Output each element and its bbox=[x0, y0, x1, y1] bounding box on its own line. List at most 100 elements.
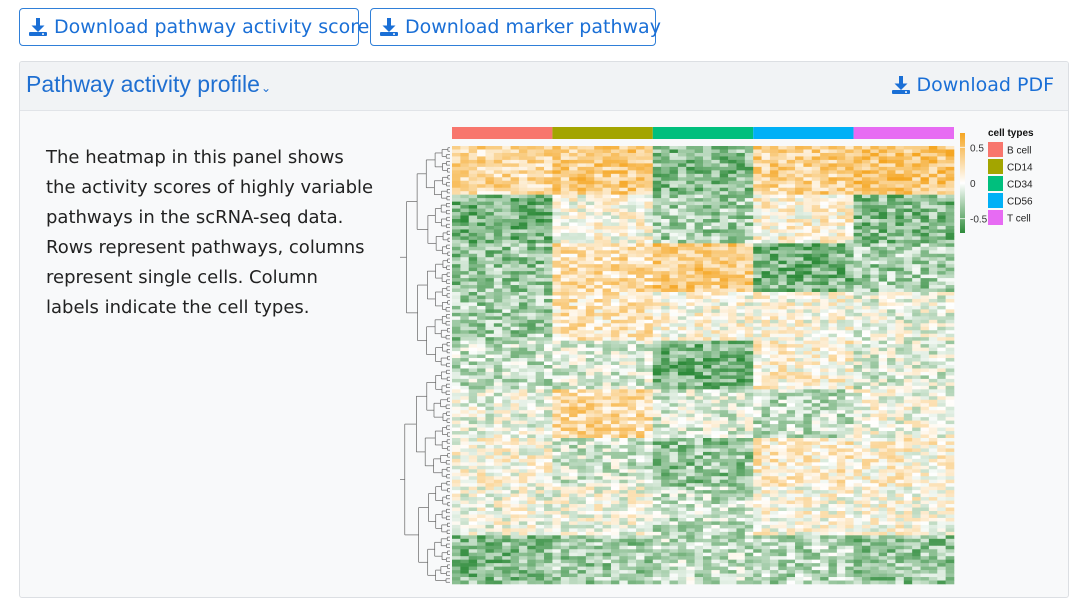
heatmap-cell bbox=[560, 225, 570, 230]
heatmap-cell bbox=[920, 184, 930, 189]
heatmap-cell bbox=[895, 309, 905, 314]
heatmap-cell bbox=[937, 281, 946, 286]
heatmap-cell bbox=[769, 215, 779, 220]
heatmap-cell bbox=[920, 205, 930, 209]
heatmap-cell bbox=[510, 250, 520, 255]
heatmap-cell bbox=[577, 205, 587, 209]
heatmap-cell bbox=[803, 170, 813, 175]
heatmap-cell bbox=[803, 285, 813, 289]
heatmap-cell bbox=[560, 361, 570, 366]
heatmap-cell bbox=[669, 180, 679, 185]
heatmap-cell bbox=[652, 239, 662, 244]
heatmap-cell bbox=[636, 347, 645, 352]
heatmap-cell bbox=[753, 396, 762, 401]
heatmap-cell bbox=[569, 351, 578, 355]
heatmap-cell bbox=[636, 243, 645, 248]
heatmap-cell bbox=[694, 267, 704, 272]
heatmap-cell bbox=[644, 351, 654, 355]
heatmap-cell bbox=[535, 152, 545, 157]
panel-title-toggle[interactable]: Pathway activity profile⌄ bbox=[26, 71, 271, 98]
heatmap-cell bbox=[878, 288, 888, 293]
heatmap-cell bbox=[928, 403, 938, 408]
heatmap-cell bbox=[912, 427, 921, 432]
heatmap-cell bbox=[928, 420, 938, 425]
heatmap-cell bbox=[778, 215, 787, 220]
heatmap-cell bbox=[661, 323, 670, 328]
heatmap-cell bbox=[853, 417, 863, 421]
heatmap-cell bbox=[803, 253, 813, 258]
heatmap-cell bbox=[468, 371, 478, 376]
heatmap-cell bbox=[945, 358, 955, 362]
heatmap-cell bbox=[861, 389, 871, 394]
heatmap-cell bbox=[544, 152, 553, 157]
heatmap-cell bbox=[518, 146, 528, 150]
heatmap-cell bbox=[502, 187, 511, 192]
heatmap-cell bbox=[928, 177, 938, 182]
heatmap-cell bbox=[569, 285, 578, 289]
heatmap-cell bbox=[887, 232, 896, 237]
heatmap-cell bbox=[887, 368, 896, 373]
heatmap-cell bbox=[510, 215, 520, 220]
heatmap-cell bbox=[870, 312, 879, 317]
heatmap-cell bbox=[535, 385, 545, 390]
heatmap-cell bbox=[477, 295, 486, 300]
heatmap-cell bbox=[912, 257, 921, 262]
heatmap-cell bbox=[544, 371, 553, 376]
heatmap-cell bbox=[644, 312, 654, 317]
heatmap-cell bbox=[460, 403, 470, 408]
heatmap-cell bbox=[820, 146, 829, 150]
download-marker-pathway-button[interactable]: Download marker pathway bbox=[370, 8, 661, 46]
heatmap-cell bbox=[895, 382, 905, 387]
heatmap-cell bbox=[912, 302, 921, 307]
heatmap-cell bbox=[644, 232, 654, 237]
heatmap-cell bbox=[836, 243, 846, 248]
heatmap-cell bbox=[502, 382, 511, 387]
heatmap-cell bbox=[753, 330, 762, 335]
heatmap-cell bbox=[937, 337, 946, 341]
heatmap-cell bbox=[853, 264, 863, 268]
heatmap-cell bbox=[627, 312, 637, 317]
heatmap-cell bbox=[711, 156, 721, 161]
heatmap-cell bbox=[610, 253, 620, 258]
heatmap-cell bbox=[610, 288, 620, 293]
heatmap-cell bbox=[669, 219, 679, 223]
heatmap-cell bbox=[527, 225, 536, 230]
heatmap-cell bbox=[510, 246, 520, 251]
heatmap-cell bbox=[920, 389, 930, 394]
heatmap-cell bbox=[602, 250, 612, 255]
heatmap-cell bbox=[544, 177, 553, 182]
heatmap-cell bbox=[468, 152, 478, 157]
heatmap-cell bbox=[452, 298, 461, 303]
heatmap-cell bbox=[836, 371, 846, 376]
heatmap-cell bbox=[853, 243, 863, 248]
download-pathway-score-button[interactable]: Download pathway activity score bbox=[19, 8, 369, 46]
heatmap-cell bbox=[870, 264, 879, 268]
heatmap-cell bbox=[753, 420, 762, 425]
heatmap-cell bbox=[887, 208, 896, 213]
heatmap-cell bbox=[510, 184, 520, 189]
heatmap-cell bbox=[820, 309, 829, 314]
heatmap-cell bbox=[619, 344, 628, 348]
heatmap-cell bbox=[569, 354, 578, 359]
heatmap-cell bbox=[619, 253, 628, 258]
heatmap-cell bbox=[845, 264, 854, 268]
heatmap-cell bbox=[452, 187, 461, 192]
heatmap-cell bbox=[661, 163, 670, 168]
heatmap-cell bbox=[769, 246, 779, 251]
heatmap-cell bbox=[836, 333, 846, 338]
heatmap-cell bbox=[728, 365, 737, 369]
heatmap-cell bbox=[477, 152, 486, 157]
heatmap-cell bbox=[627, 219, 637, 223]
heatmap-cell bbox=[928, 170, 938, 175]
heatmap-cell bbox=[527, 198, 536, 202]
heatmap-cell bbox=[761, 368, 771, 373]
heatmap-cell bbox=[820, 330, 829, 335]
heatmap-cell bbox=[803, 201, 813, 206]
heatmap-cell bbox=[686, 305, 695, 310]
heatmap-cell bbox=[703, 406, 712, 411]
heatmap-cell bbox=[610, 375, 620, 380]
heatmap-cell bbox=[853, 399, 863, 404]
heatmap-cell bbox=[895, 264, 905, 268]
download-pdf-link[interactable]: Download PDF bbox=[891, 74, 1054, 96]
heatmap-cell bbox=[836, 413, 846, 418]
